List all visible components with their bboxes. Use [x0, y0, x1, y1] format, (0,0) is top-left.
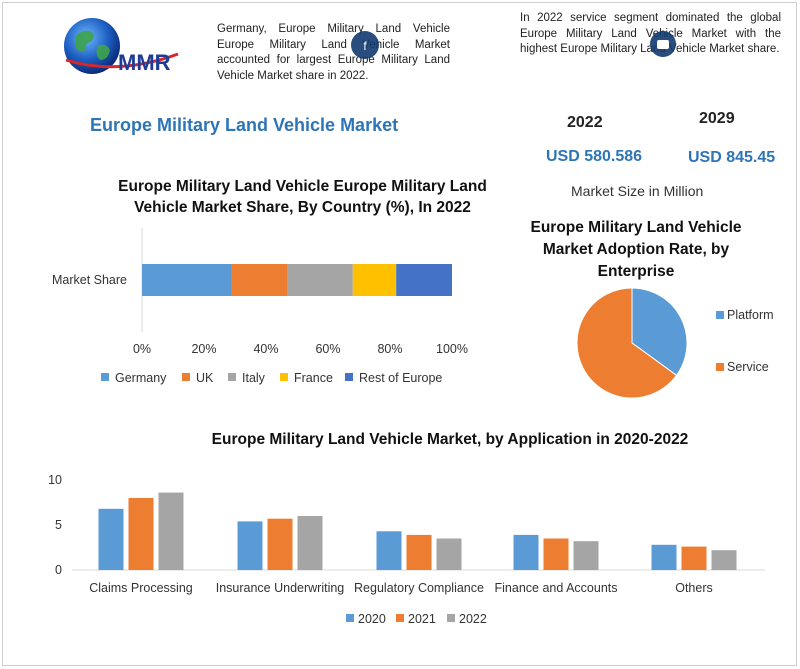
legend-swatch	[101, 373, 109, 381]
legend-swatch	[396, 614, 404, 622]
year-2029: 2029	[699, 110, 735, 127]
legend-swatch	[228, 373, 236, 381]
bar-2020	[513, 534, 539, 570]
bar-2022	[158, 492, 184, 570]
bar-segment-italy	[287, 264, 353, 296]
bar-2022	[711, 550, 737, 570]
pie-slice-service	[576, 287, 678, 399]
category-label: Claims Processing	[89, 581, 193, 595]
y-tick-label: 10	[48, 473, 62, 487]
bar-2022	[297, 516, 323, 570]
market-value-2029: USD 845.45	[688, 149, 776, 166]
bar-segment-uk	[231, 264, 288, 296]
main-title: Europe Military Land Vehicle Market	[90, 115, 399, 135]
category-label: Regulatory Compliance	[354, 581, 484, 595]
intro-right-text: In 2022 service segment dominated the gl…	[520, 12, 781, 55]
mmr-logo: MMR	[64, 18, 179, 75]
bar-2021	[543, 538, 569, 570]
application-chart-title: Europe Military Land Vehicle Market, by …	[211, 431, 689, 448]
pie-slice-platform	[631, 287, 688, 377]
bar-2020	[237, 521, 263, 570]
x-tick-label: 0%	[133, 342, 151, 356]
legend-swatch	[716, 311, 724, 319]
x-tick-label: 60%	[315, 342, 340, 356]
x-tick-label: 80%	[377, 342, 402, 356]
legend-swatch	[345, 373, 353, 381]
watermark-icon	[650, 31, 676, 57]
bar-2022	[436, 538, 462, 570]
market-value-2022: USD 580.586	[546, 148, 643, 165]
legend-label: UK	[196, 371, 214, 385]
bar-2021	[128, 498, 154, 570]
bar-2020	[376, 531, 402, 570]
legend-label: 2022	[459, 612, 487, 626]
legend-swatch	[716, 363, 724, 371]
legend-swatch	[280, 373, 288, 381]
legend-label: 2020	[358, 612, 386, 626]
country-share-chart-title: Europe Military Land Vehicle Europe Mili…	[118, 178, 487, 216]
category-label: Insurance Underwriting	[216, 581, 345, 595]
watermark-icon: f	[351, 31, 379, 59]
logo-text: MMR	[118, 50, 171, 75]
market-size-caption: Market Size in Million	[571, 183, 704, 199]
legend-swatch	[447, 614, 455, 622]
x-tick-label: 20%	[191, 342, 216, 356]
legend-label: Rest of Europe	[359, 371, 442, 385]
y-tick-label: 5	[55, 518, 62, 532]
bar-segment-germany	[142, 264, 232, 296]
bar-2021	[681, 546, 707, 570]
svg-text:f: f	[363, 39, 367, 53]
bar-2021	[406, 534, 432, 570]
y-tick-label: 0	[55, 563, 62, 577]
x-tick-label: 40%	[253, 342, 278, 356]
legend-label: 2021	[408, 612, 436, 626]
legend-label: Platform	[727, 308, 774, 322]
bar-2022	[573, 541, 599, 570]
bar-2020	[98, 508, 124, 570]
globe-icon	[64, 18, 120, 74]
adoption-rate-pie-chart: Platform Service	[576, 287, 774, 399]
legend-label: Italy	[242, 371, 266, 385]
category-label: Others	[675, 581, 713, 595]
bar-segment-france	[352, 264, 397, 296]
year-2022: 2022	[567, 114, 603, 131]
legend-swatch	[346, 614, 354, 622]
bar-2020	[651, 544, 677, 570]
x-tick-label: 100%	[436, 342, 468, 356]
category-label: Finance and Accounts	[495, 581, 618, 595]
bar-2021	[267, 518, 293, 570]
bar-segment-rest-of-europe	[396, 264, 452, 296]
category-label: Market Share	[52, 273, 127, 287]
legend-swatch	[182, 373, 190, 381]
legend-label: France	[294, 371, 333, 385]
application-bar-chart: 0 5 10 Claims Processing Insurance Underwrit…	[48, 473, 765, 626]
legend-label: Germany	[115, 371, 167, 385]
intro-left-text: Germany, Europe Military Land Vehicle Eu…	[217, 23, 450, 82]
adoption-rate-chart-title: Europe Military Land Vehicle Market Adop…	[530, 219, 742, 280]
legend-label: Service	[727, 360, 769, 374]
country-share-chart: Market Share 0% 20% 40% 60% 80% 100% Germany UK I…	[52, 228, 468, 385]
